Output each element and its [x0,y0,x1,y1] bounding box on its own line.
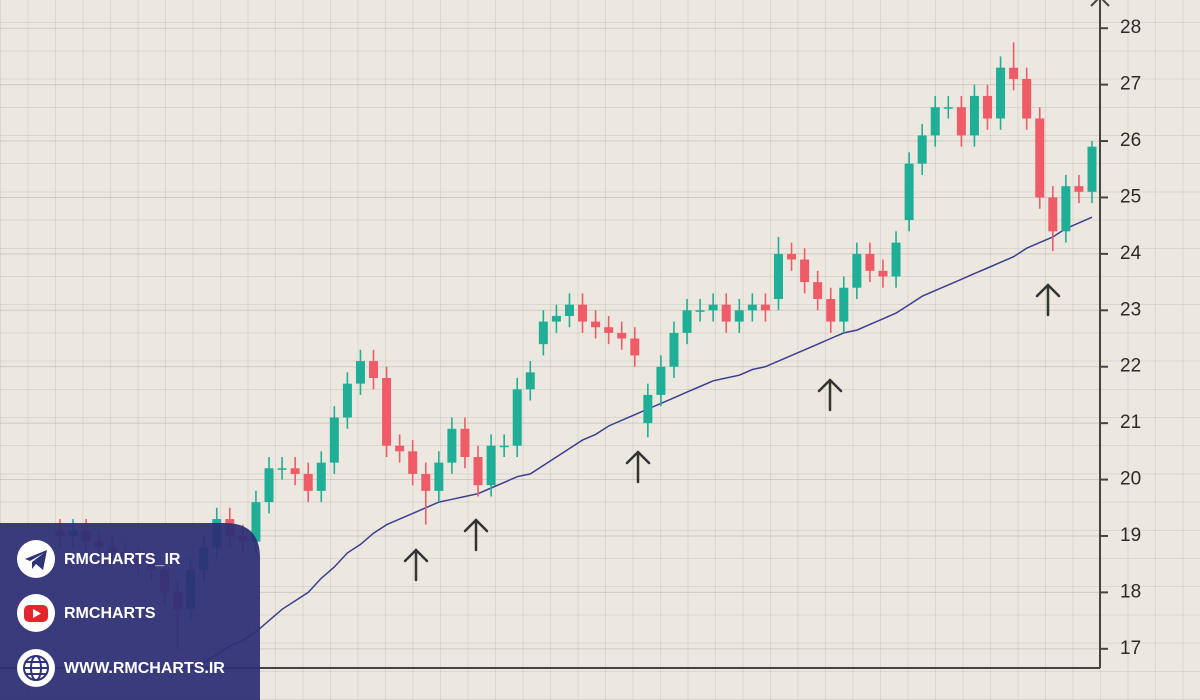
candle-body [982,95,992,119]
candle-body [891,242,901,277]
candle-body [865,253,875,271]
axis-arrow [1090,0,1110,7]
y-tick-label: 24 [1120,243,1142,264]
candle-body [329,417,339,463]
candle-body [943,107,953,109]
candle-body [904,163,914,221]
candle-body [604,327,614,333]
candle-body [564,304,574,316]
up-arrow [625,450,651,484]
y-tick-label: 18 [1120,581,1141,602]
candle-body [878,270,888,277]
candle-body [917,135,927,164]
axes: 17 18 19 20 21 22 23 24 25 26 27 28 [0,0,1142,669]
candle-body [787,253,797,260]
candle-body [512,389,522,446]
candle-body [1087,146,1097,192]
candle-body [290,468,300,474]
candle-body [591,321,601,328]
candle-body [486,445,496,486]
youtube-handle: RMCHARTS [64,605,156,622]
candle-body [382,378,392,446]
y-tick-label: 28 [1120,17,1141,38]
telegram-glyph [25,550,47,570]
candle-body [1035,118,1045,198]
panel-background [0,523,260,700]
candle-body [1009,67,1019,79]
website: WWW.RMCHARTS.IR [64,660,225,677]
globe-glyph [23,655,49,681]
candle-body [773,253,783,300]
candle-body [551,315,561,322]
youtube-play [33,609,41,618]
candle-body [303,473,313,491]
y-tick-label: 26 [1120,130,1141,151]
candle-body [813,282,823,300]
candle-body [721,304,731,322]
candle-body [395,445,405,452]
candle-body [630,338,640,356]
telegram-handle: RMCHARTS_IR [64,551,181,568]
candle-body [1048,197,1058,232]
candle-body [1061,186,1071,232]
up-arrow [463,518,489,552]
candle-body [760,304,770,311]
candle-body [538,321,548,345]
candle-body [447,428,457,463]
candle-body [369,361,379,379]
candle-body [355,361,365,384]
candle-body [460,428,470,457]
y-tick-label: 20 [1120,469,1141,490]
candle-body [617,332,627,339]
candle-body [1022,78,1032,119]
candle-body [839,287,849,322]
candle-body [826,299,836,322]
candle-body [421,473,431,491]
candle-body [996,67,1006,119]
candle-body [316,462,326,491]
candle-body [969,95,979,136]
candle-body [734,310,744,322]
y-tick-label: 23 [1120,299,1141,320]
candle-body [656,366,666,395]
candle-body [708,304,718,311]
candle-body [342,383,352,418]
candle-body [800,259,810,283]
y-tick-label: 21 [1120,412,1141,433]
candle-body [747,304,757,311]
candle-body [277,468,287,470]
y-tick-label: 19 [1120,525,1141,546]
up-arrow [1035,283,1061,317]
candle-body [1074,186,1084,192]
annotations [403,283,1061,582]
candle-body [956,107,966,136]
candle-body [473,456,483,486]
candle-body [643,394,653,424]
candle-body [434,462,444,491]
candle-body [525,372,535,390]
y-tick-label: 25 [1120,186,1141,207]
branding-panel: RMCHARTS_IR RMCHARTS WWW.RMCHARTS.IR [0,523,260,700]
candle-body [682,310,692,333]
up-arrow [403,548,429,582]
candle-body [695,310,705,312]
up-arrow [817,378,843,412]
candle-body [408,451,418,474]
y-tick-label: 17 [1120,638,1141,659]
candle-body [852,253,862,288]
y-tick-label: 27 [1120,74,1141,95]
candle-body [930,107,940,136]
candle-body [264,468,274,503]
candle-body [251,502,261,542]
candle-body [499,445,509,448]
candle-body [578,304,588,322]
candle-body [669,332,679,367]
y-tick-label: 22 [1120,356,1141,377]
